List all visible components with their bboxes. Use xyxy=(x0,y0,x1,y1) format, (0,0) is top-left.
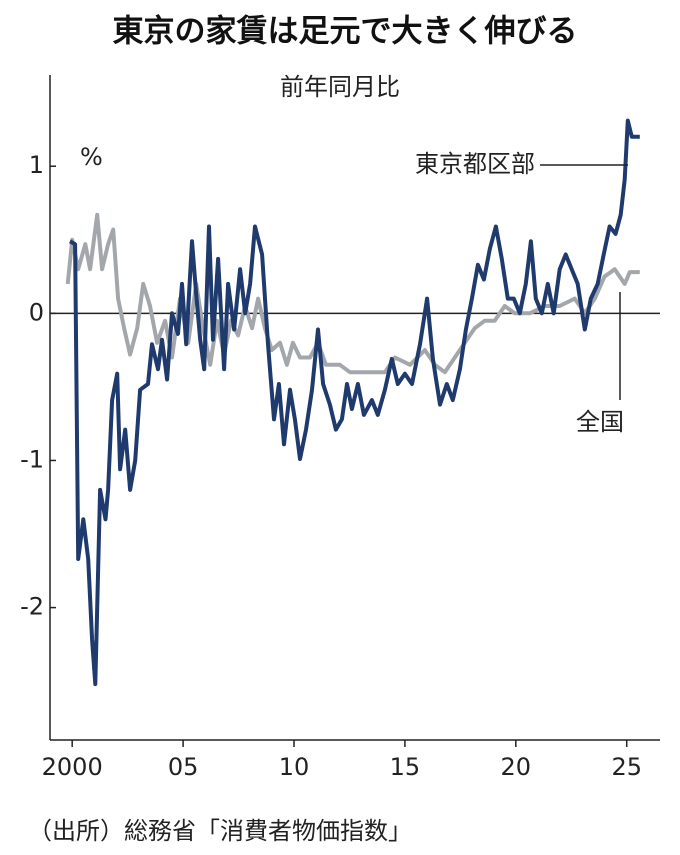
x-tick-label: 25 xyxy=(611,753,642,781)
y-tick-label: -2 xyxy=(20,593,44,621)
y-tick-label: -1 xyxy=(20,445,44,473)
y-tick-label: 1 xyxy=(29,151,44,179)
series-line xyxy=(69,118,640,687)
x-tick-label: 20 xyxy=(501,753,532,781)
y-unit: % xyxy=(80,143,103,171)
series-label: 東京都区部 xyxy=(415,150,535,178)
y-tick-label: 0 xyxy=(29,298,44,326)
chart-title: 東京の家賃は足元で大きく伸びる xyxy=(113,14,578,50)
x-tick-label: 2000 xyxy=(42,753,103,781)
x-tick-label: 15 xyxy=(390,753,421,781)
x-tick-label: 05 xyxy=(168,753,199,781)
chart-subtitle: 前年同月比 xyxy=(280,73,400,101)
series-line xyxy=(65,212,640,375)
series-label: 全国 xyxy=(576,408,624,436)
x-tick-label: 10 xyxy=(279,753,310,781)
source: （出所）総務省「消費者物価指数」 xyxy=(28,817,412,845)
